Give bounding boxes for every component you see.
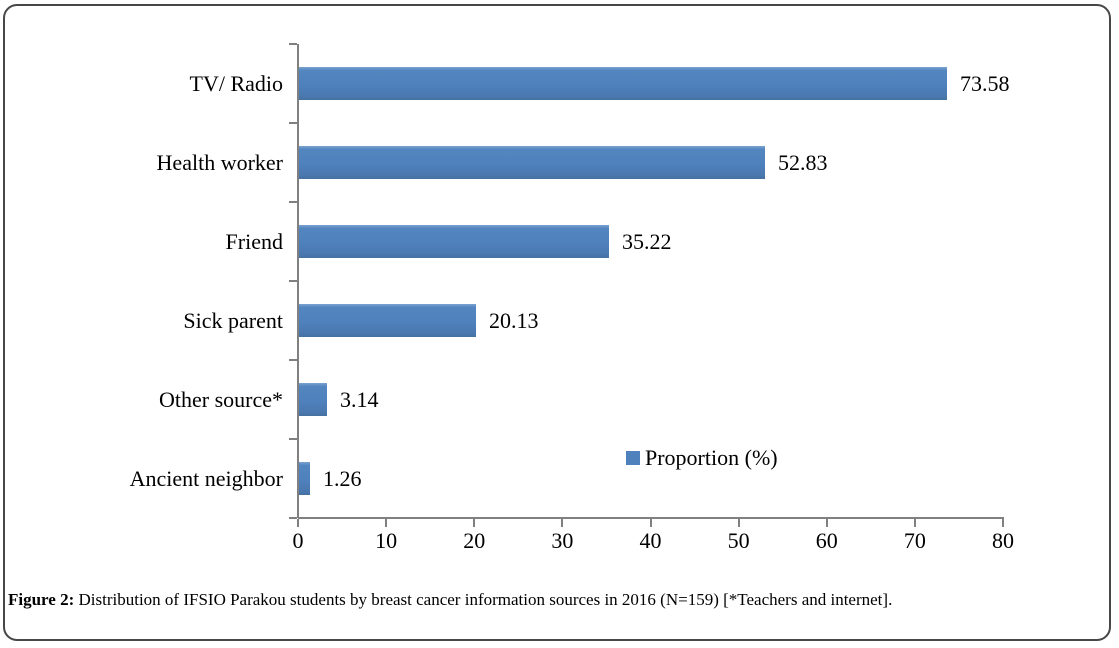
bar bbox=[299, 383, 327, 416]
value-label: 20.13 bbox=[489, 308, 539, 333]
bar bbox=[299, 146, 765, 179]
category-label: Other source* bbox=[158, 387, 283, 412]
y-axis-tick bbox=[289, 201, 297, 203]
x-axis-tick bbox=[737, 519, 740, 527]
x-axis-tick bbox=[825, 519, 828, 527]
value-label: 3.14 bbox=[340, 387, 379, 412]
x-tick-label: 20 bbox=[463, 528, 486, 553]
category-label: Friend bbox=[225, 229, 283, 254]
y-axis-tick bbox=[289, 359, 297, 361]
value-label: 73.58 bbox=[960, 71, 1010, 96]
value-label: 35.22 bbox=[622, 229, 672, 254]
category-label: TV/ Radio bbox=[189, 71, 284, 96]
x-axis-tick bbox=[913, 519, 916, 527]
x-axis-line bbox=[298, 517, 1004, 519]
bar bbox=[299, 225, 610, 258]
y-axis-tick bbox=[289, 122, 297, 124]
y-axis-tick bbox=[289, 43, 297, 45]
x-axis-tick bbox=[1002, 519, 1004, 527]
x-tick-label: 80 bbox=[992, 528, 1014, 553]
x-axis-tick bbox=[473, 519, 476, 527]
x-axis-tick bbox=[649, 519, 652, 527]
figure-caption: Figure 2: Distribution of IFSIO Parakou … bbox=[8, 589, 1106, 610]
x-tick-label: 40 bbox=[639, 528, 662, 553]
y-axis-tick bbox=[289, 280, 297, 282]
y-axis-line bbox=[297, 44, 299, 518]
figure-border bbox=[3, 4, 1111, 641]
x-tick-label: 0 bbox=[292, 528, 304, 553]
x-axis-tick bbox=[561, 519, 564, 527]
legend-label: Proportion (%) bbox=[645, 445, 778, 470]
bar bbox=[299, 462, 311, 495]
x-tick-label: 60 bbox=[815, 528, 838, 553]
caption-text: Distribution of IFSIO Parakou students b… bbox=[74, 590, 893, 609]
caption-label: Figure 2: bbox=[8, 590, 75, 609]
bar bbox=[299, 304, 477, 337]
y-axis-tick bbox=[289, 438, 297, 440]
x-tick-label: 30 bbox=[551, 528, 574, 553]
x-axis-tick bbox=[385, 519, 388, 527]
x-tick-label: 50 bbox=[727, 528, 750, 553]
x-tick-label: 70 bbox=[903, 528, 926, 553]
category-label: Ancient neighbor bbox=[129, 466, 283, 491]
x-tick-label: 10 bbox=[375, 528, 398, 553]
category-label: Sick parent bbox=[183, 308, 283, 333]
category-label: Health worker bbox=[156, 150, 283, 175]
value-label: 1.26 bbox=[323, 466, 362, 491]
y-axis-tick bbox=[289, 517, 297, 519]
legend-swatch-icon bbox=[626, 451, 640, 465]
bar bbox=[299, 67, 948, 100]
x-axis-tick bbox=[297, 519, 299, 527]
value-label: 52.83 bbox=[778, 150, 828, 175]
legend: Proportion (%) bbox=[626, 445, 778, 471]
